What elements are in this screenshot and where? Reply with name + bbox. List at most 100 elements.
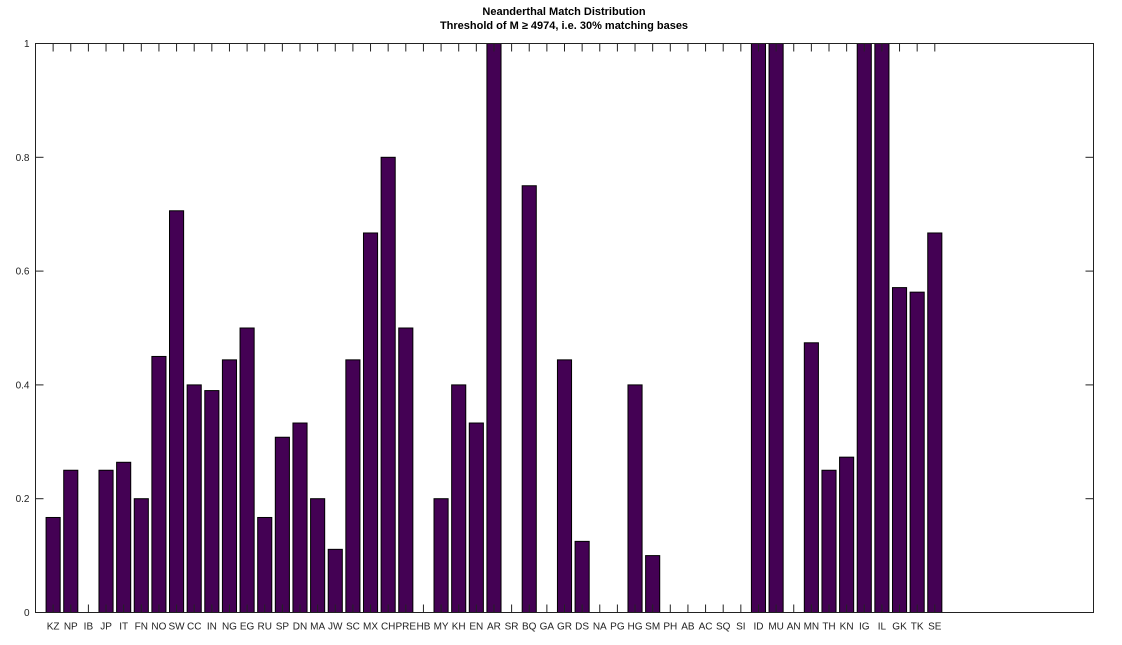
bar-pre <box>398 327 414 613</box>
bar-th <box>821 469 837 613</box>
bar-ch <box>380 156 396 614</box>
x-tick-label: IB <box>84 622 94 633</box>
bar-sm <box>645 555 661 613</box>
y-tick-label: 1 <box>24 39 30 50</box>
x-tick-label: GR <box>557 622 572 633</box>
bar-kz <box>45 516 61 613</box>
x-tick-label: AC <box>699 622 713 633</box>
x-tick-label: DS <box>575 622 589 633</box>
bar-mx <box>362 232 379 614</box>
x-tick-label: CH <box>381 622 395 633</box>
bar-it <box>116 461 132 613</box>
x-tick-label: SI <box>736 622 745 633</box>
x-tick-label: PG <box>610 622 625 633</box>
x-tick-label: BQ <box>522 622 537 633</box>
chart-subtitle: Threshold of M ≥ 4974, i.e. 30% matching… <box>440 20 688 32</box>
x-tick-label: EG <box>240 622 255 633</box>
x-tick-label: NP <box>64 622 78 633</box>
bar-id <box>750 43 767 613</box>
bar-bq <box>521 185 537 613</box>
y-tick-label: 0.4 <box>16 380 30 391</box>
bar-jp <box>98 469 114 613</box>
x-tick-label: SW <box>169 622 186 633</box>
x-tick-label: JP <box>100 622 112 633</box>
x-tick-label: AR <box>487 622 501 633</box>
y-tick-label: 0 <box>24 608 30 619</box>
x-tick-label: EN <box>469 622 483 633</box>
x-tick-label: GK <box>892 622 907 633</box>
x-tick-label: MU <box>768 622 784 633</box>
x-tick-label: JW <box>328 622 343 633</box>
x-tick-label: KZ <box>47 622 60 633</box>
x-tick-label: HB <box>416 622 430 633</box>
x-tick-label: NO <box>151 622 166 633</box>
x-tick-label: PH <box>663 622 677 633</box>
bar-sp <box>274 436 290 613</box>
x-tick-label: MN <box>804 622 820 633</box>
x-tick-label: IL <box>878 622 887 633</box>
x-tick-label: GA <box>540 622 555 633</box>
x-tick-label: NG <box>222 622 237 633</box>
bar-mn <box>803 342 819 613</box>
bar-se <box>927 232 943 614</box>
bar-eg <box>239 327 255 613</box>
x-tick-label: ID <box>753 622 763 633</box>
x-tick-label: MX <box>363 622 378 633</box>
bar-fn <box>133 498 149 614</box>
x-tick-label: MA <box>310 622 325 633</box>
x-tick-label: MY <box>434 622 449 633</box>
x-tick-label: SP <box>276 622 290 633</box>
x-tick-label: RU <box>258 622 272 633</box>
x-tick-label: SM <box>645 622 660 633</box>
x-tick-label: AN <box>787 622 801 633</box>
bar-dn <box>292 422 308 614</box>
x-tick-label: SQ <box>716 622 731 633</box>
x-tick-label: IT <box>119 622 128 633</box>
x-tick-label: DN <box>293 622 307 633</box>
bar-gk <box>891 287 908 613</box>
x-tick-label: FN <box>135 622 148 633</box>
bar-il <box>874 43 890 613</box>
x-tick-label: SE <box>928 622 942 633</box>
x-tick-label: PRE <box>396 622 417 633</box>
bar-tk <box>909 291 925 613</box>
bar-kh <box>451 384 467 613</box>
bar-no <box>151 355 167 613</box>
bar-ng <box>221 359 238 614</box>
bar-np <box>63 469 79 613</box>
chart-title: Neanderthal Match Distribution <box>482 6 645 18</box>
x-tick-label: TH <box>822 622 835 633</box>
x-tick-label: SC <box>346 622 360 633</box>
x-tick-label: CC <box>187 622 201 633</box>
bar-sc <box>345 359 361 614</box>
bar-jw <box>327 548 343 614</box>
bar-en <box>468 422 484 614</box>
bar-ar <box>486 43 502 613</box>
x-tick-label: HG <box>628 622 643 633</box>
y-tick-label: 0.6 <box>16 267 30 278</box>
bar-ig <box>856 43 872 613</box>
bar-ru <box>257 516 273 613</box>
bar-mu <box>768 43 784 613</box>
bar-gr <box>556 359 573 614</box>
x-tick-label: AB <box>681 622 695 633</box>
bar-cc <box>186 384 202 613</box>
x-tick-label: TK <box>911 622 924 633</box>
x-tick-label: IN <box>207 622 217 633</box>
y-tick-label: 0.2 <box>16 494 30 505</box>
bar-sw <box>169 210 185 613</box>
x-tick-label: SR <box>505 622 519 633</box>
bar-in <box>204 390 220 613</box>
bar-ds <box>574 540 590 613</box>
x-tick-label: NA <box>593 622 607 633</box>
plot-area-frame <box>35 43 1094 613</box>
y-tick-label: 0.8 <box>16 153 30 164</box>
bar-kn <box>839 456 855 613</box>
bar-ma <box>310 498 326 614</box>
x-tick-label: KH <box>452 622 466 633</box>
x-tick-label: KN <box>840 622 854 633</box>
bar-hg <box>627 384 643 613</box>
x-tick-label: IG <box>859 622 870 633</box>
bar-my <box>433 498 449 614</box>
